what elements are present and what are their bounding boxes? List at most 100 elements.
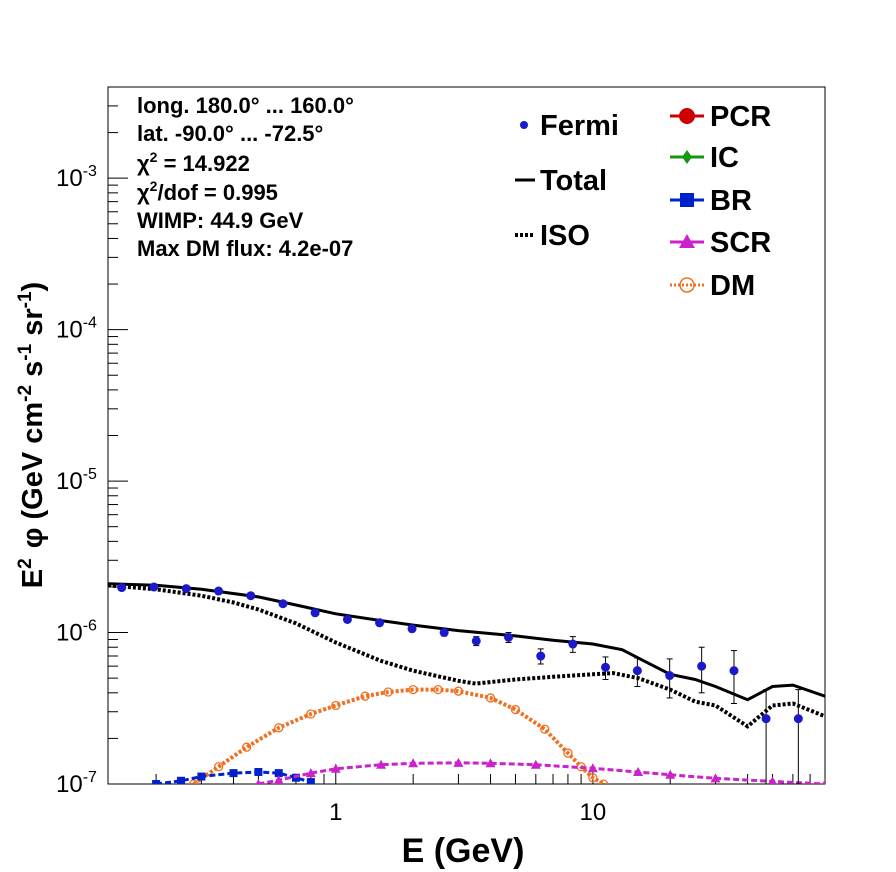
y-tick-label: 10-4 [56,315,97,344]
scr-point [710,773,721,783]
fermi-point [214,586,224,596]
legend: Fermi Total ISO PCR IC BR SCR DM [515,101,771,302]
info-chi2-symbol: χ [137,151,150,176]
fermi-point [665,671,675,681]
y-tick-label: 10-3 [56,163,97,192]
scr-point [305,768,316,778]
scr-point [530,759,541,769]
legend-fermi-label: Fermi [540,110,619,142]
scr-point [587,763,598,773]
legend-total-label: Total [540,165,607,197]
dm-point [408,684,418,695]
br-point [229,769,238,778]
x-tick-label: 1 [329,799,342,826]
scr-line [258,761,825,784]
ylabel-phi: φ (GeV cm [17,402,49,548]
br-point [306,778,315,784]
scr-point [255,779,262,784]
fermi-point [375,618,385,628]
scr-point [485,758,496,768]
fermi-point [181,584,191,594]
dm-point [331,700,341,711]
scr-point [633,767,644,777]
fermi-point [439,628,449,638]
dm-point [453,686,464,696]
dm-point [360,691,370,701]
total-line [108,582,825,702]
ylabel-sup1: 2 [15,558,36,569]
legend-ic-marker [682,150,692,164]
ylabel-sup3: -1 [15,343,36,360]
dm-point [510,704,521,715]
scr-point [453,757,464,767]
legend-br-label: BR [710,185,752,217]
ylabel-s: s [17,361,49,385]
legend-pcr-label: PCR [710,101,771,133]
dm-point [213,762,224,772]
dm-point [274,723,284,733]
dm-point [241,742,252,752]
info-chidof-value: /dof = 0.995 [157,180,277,205]
info-chidof-symbol: χ [137,180,150,205]
y-tick-label: 10-7 [56,769,97,798]
legend-scr-label: SCR [710,227,771,259]
scr-point [768,776,777,784]
scr-point [822,779,825,784]
info-chi2-dof: χ2/dof = 0.995 [137,178,278,205]
scr-point [376,759,387,769]
series-layer [108,582,825,784]
legend-scr-marker [679,234,695,248]
info-max-dm-flux: Max DM flux: 4.2e-07 [137,236,353,261]
y-axis-label: E2φ (GeV cm-2 s-1 sr-1) [15,282,49,588]
y-tick-label: 10-5 [56,466,97,495]
scr-point [665,769,676,779]
fermi-point [471,636,481,646]
scr-point [408,758,419,768]
fermi-point [697,661,707,671]
info-chidof-sup: 2 [150,178,158,194]
legend-pcr-marker [679,108,695,124]
legend-fermi-marker [520,121,528,129]
dm-point [189,779,199,784]
info-longitude: long. 180.0° ... 160.0° [137,93,354,118]
legend-dm-marker [679,277,695,293]
info-wimp: WIMP: 44.9 GeV [137,208,304,233]
info-chi2-sup: 2 [150,149,158,165]
y-tick-label: 10-6 [56,618,97,647]
legend-br-marker [680,193,694,207]
dm-point [588,773,598,783]
br-point [177,776,186,784]
fermi-point [278,599,288,609]
dm-point [306,709,316,719]
fermi-point [536,651,546,661]
fermi-point [761,714,771,724]
fermi-point [117,583,127,593]
x-axis-label: E (GeV) [402,832,525,870]
ylabel-e: E [17,569,49,588]
iso-line [108,583,825,729]
br-point [197,772,206,781]
br-point [274,769,283,778]
ylabel-sr: sr [17,308,49,343]
dm-point [563,748,573,758]
ylabel-sup4: -1 [15,291,36,308]
fermi-point [632,666,642,676]
dm-point [598,779,609,784]
fermi-point [568,639,578,649]
info-box: long. 180.0° ... 160.0° lat. -90.0° ... … [137,93,354,261]
fermi-point [149,582,159,592]
ylabel-sup2: -2 [15,385,36,402]
dm-point [485,693,496,703]
scr-point [330,763,341,773]
x-tick-label: 10 [579,799,606,826]
fermi-point [407,624,417,634]
dm-point [383,687,393,697]
info-chi2: χ2 = 14.922 [137,149,250,176]
ylabel-end: ) [17,282,49,292]
legend-iso-label: ISO [540,220,590,252]
br-point [152,780,161,784]
fermi-point [729,666,739,676]
dm-point [540,724,550,734]
fermi-point [342,614,352,624]
